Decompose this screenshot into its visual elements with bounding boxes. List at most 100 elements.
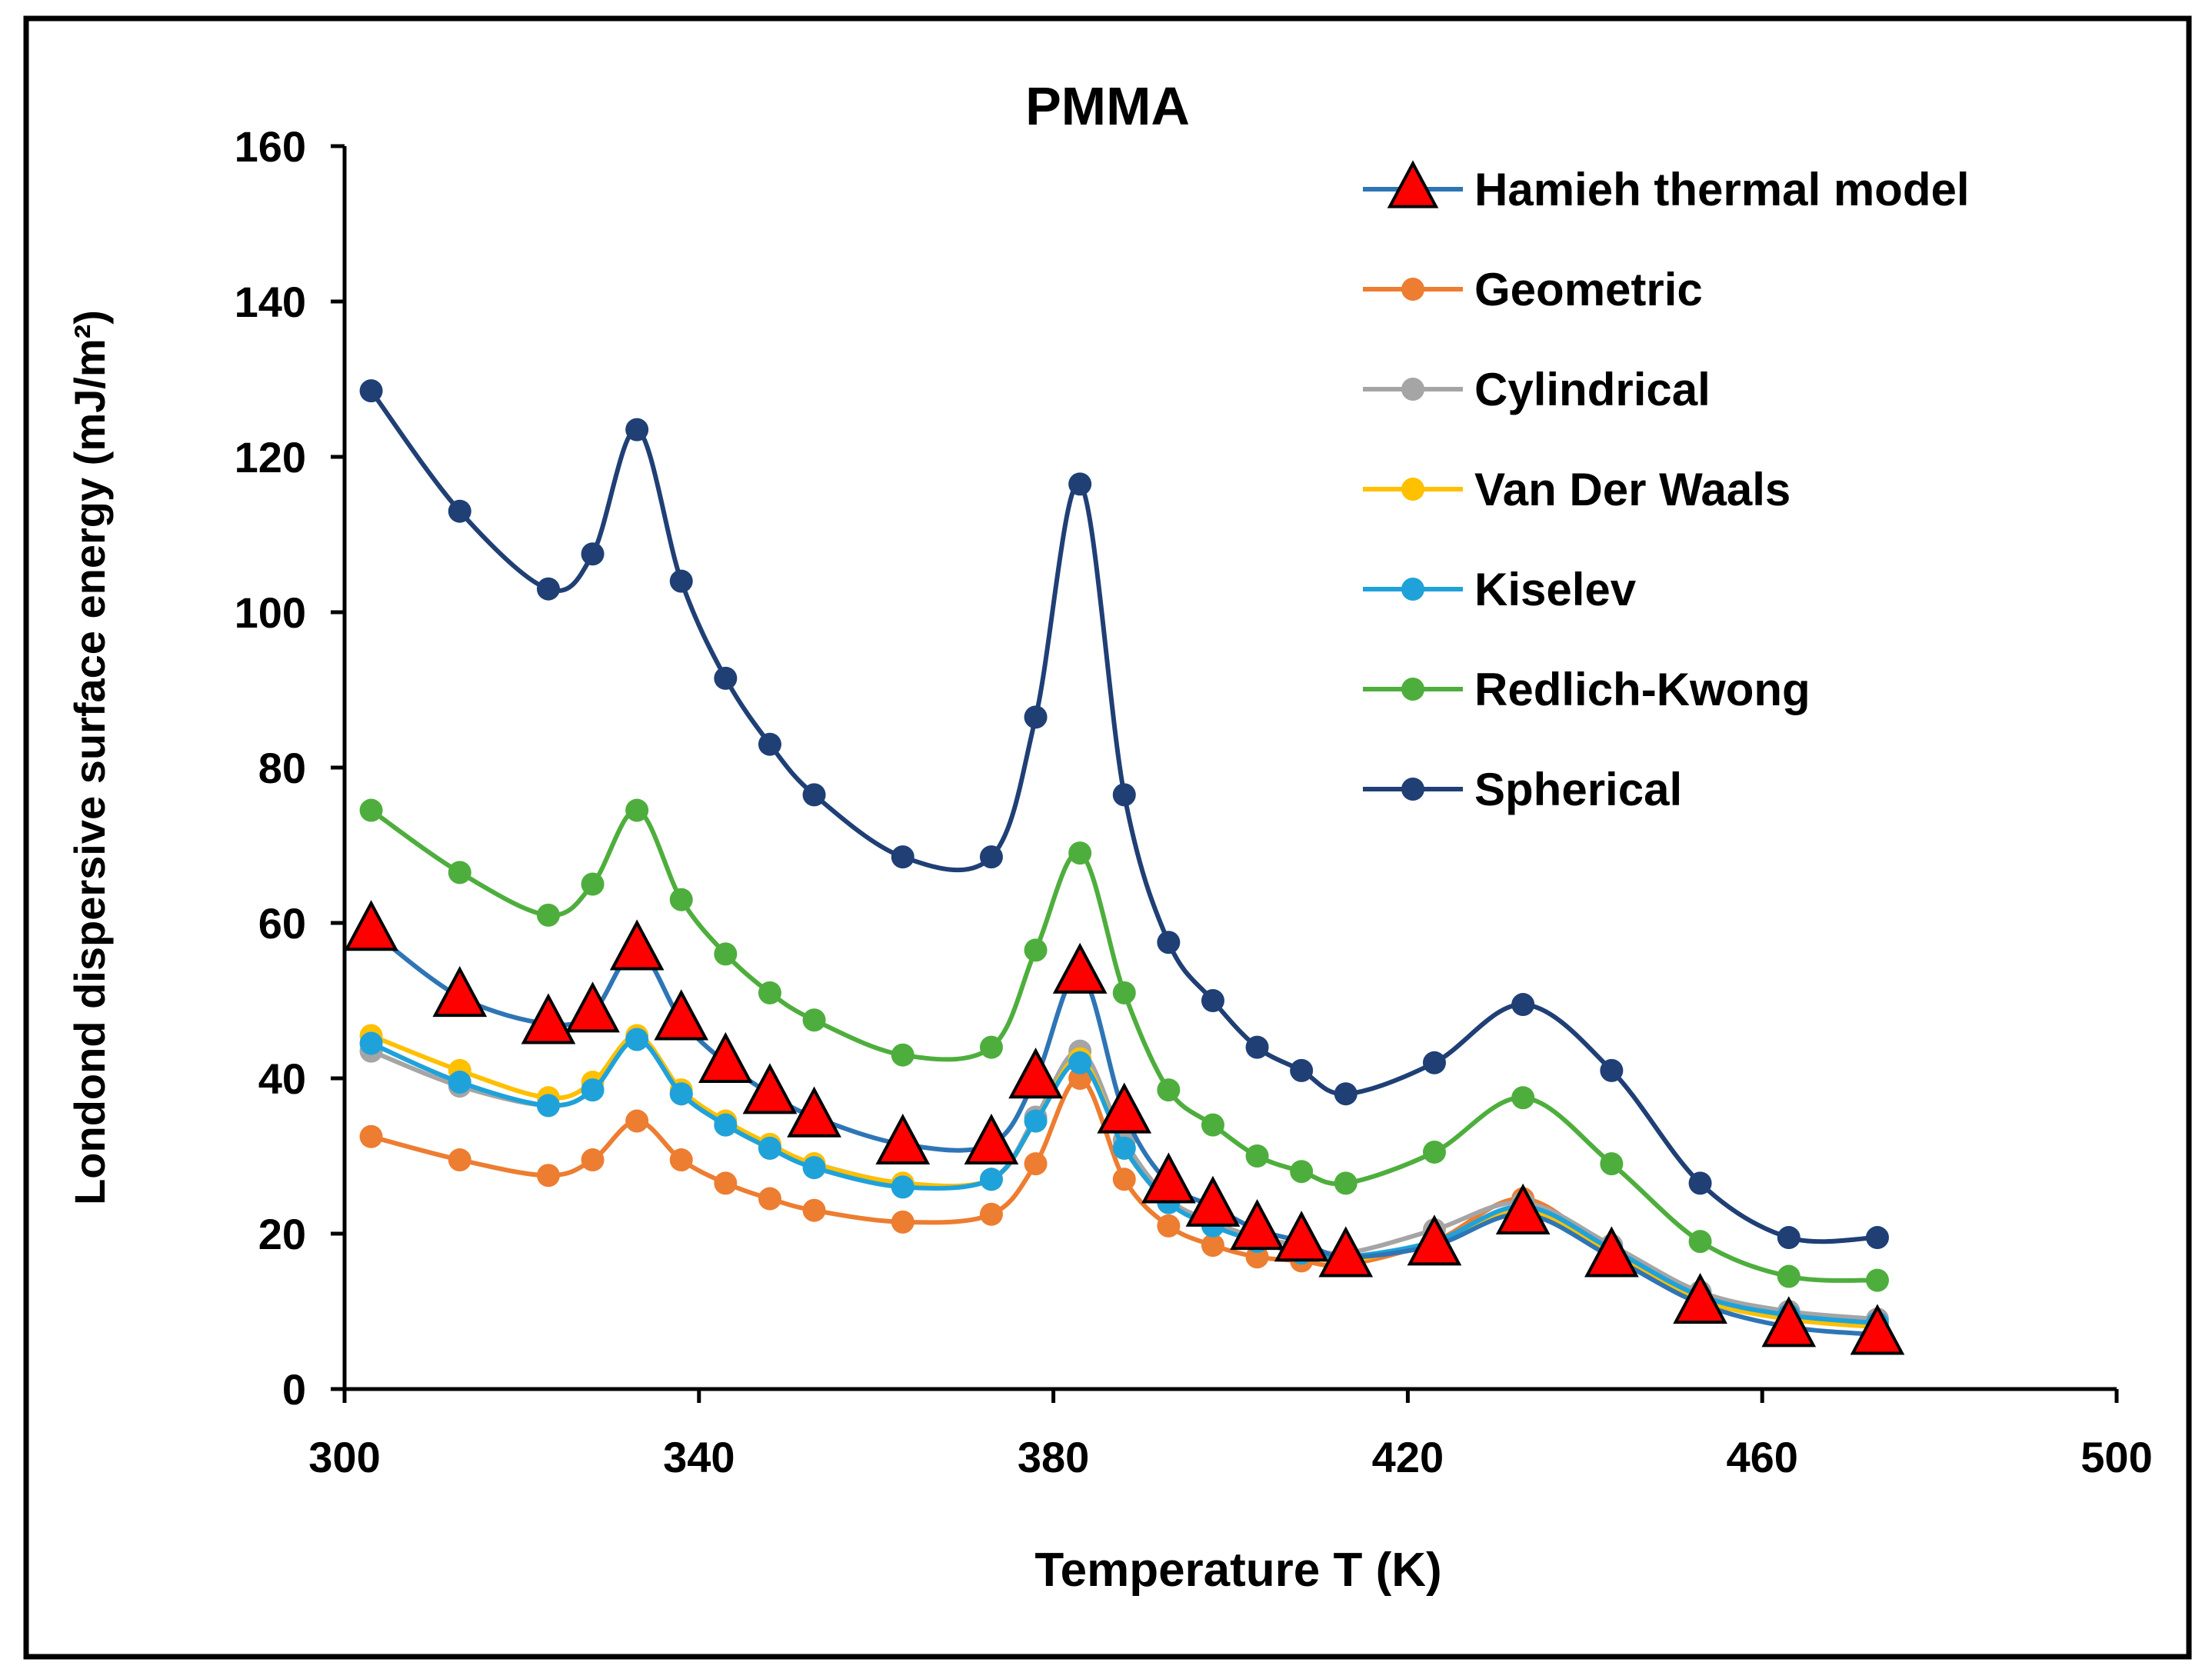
legend-item-hamieh-thermal-model: Hamieh thermal model [1363,160,1970,215]
legend-marker [1387,160,1439,208]
data-point-kiselev [625,1028,649,1051]
series-hamieh-thermal-model [344,900,1905,1355]
data-point-kiselev [536,1094,560,1118]
data-point-spherical [802,783,826,807]
data-point-redlich-kwong [979,1035,1003,1059]
data-point-redlich-kwong [891,1043,914,1067]
data-point-redlich-kwong [536,903,560,927]
legend-item-van-der-waals: Van Der Waals [1363,464,1791,515]
data-point-hamieh-thermal-model [1761,1296,1817,1348]
x-tick-label: 420 [1372,1433,1444,1481]
data-point-spherical [581,542,605,566]
data-point-kiselev [1024,1109,1048,1133]
data-point-geometric [448,1148,471,1172]
chart-border [23,15,2192,1660]
data-point-hamieh-thermal-model [1318,1226,1374,1278]
data-point-hamieh-thermal-model [1584,1226,1639,1278]
data-point-hamieh-thermal-model [1185,1175,1241,1227]
legend-label: Spherical [1474,764,1682,815]
data-point-redlich-kwong [758,981,781,1004]
data-point-kiselev [802,1156,826,1180]
data-point-hamieh-thermal-model [742,1063,798,1114]
data-point-spherical [1157,931,1181,954]
data-point-kiselev [359,1031,383,1055]
x-tick-label: 380 [1018,1433,1089,1481]
legend-marker [1401,378,1424,401]
data-point-redlich-kwong [1334,1171,1358,1195]
series-redlich-kwong [359,798,1889,1292]
data-point-redlich-kwong [1112,981,1136,1004]
legend-label: Kiselev [1474,564,1637,615]
data-point-spherical [625,418,649,441]
legend-label: Geometric [1474,264,1703,315]
data-point-geometric [625,1109,649,1133]
chart-title: PMMA [1025,76,1190,136]
data-point-hamieh-thermal-model [698,1031,753,1083]
data-point-spherical [448,499,471,523]
data-point-redlich-kwong [1865,1268,1889,1292]
legend-item-geometric: Geometric [1363,264,1703,315]
data-point-redlich-kwong [1688,1230,1712,1254]
data-point-spherical [758,732,781,756]
data-point-spherical [891,845,914,869]
data-point-kiselev [758,1136,781,1160]
x-tick-label: 340 [663,1433,735,1481]
legend-label: Cylindrical [1474,364,1711,415]
data-point-spherical [1245,1035,1269,1059]
data-point-spherical [1290,1058,1314,1082]
data-point-redlich-kwong [1422,1140,1446,1164]
legend: Hamieh thermal model Geometric Cylindrical… [1363,160,1970,815]
data-point-redlich-kwong [581,872,605,896]
legend-item-spherical: Spherical [1363,764,1682,815]
y-tick-label: 160 [235,122,306,171]
x-tick-label: 300 [308,1433,380,1481]
data-point-redlich-kwong [714,942,738,966]
legend-marker [1401,678,1424,701]
y-axis-title: Londond dispersive surface energy (mJ/m²… [65,310,114,1205]
data-point-kiselev [979,1168,1003,1191]
data-point-hamieh-thermal-model [432,965,488,1018]
data-point-spherical [1112,783,1136,807]
data-point-kiselev [891,1175,914,1199]
data-point-kiselev [448,1071,471,1094]
data-point-spherical [979,845,1003,869]
data-point-geometric [1201,1234,1224,1258]
data-point-geometric [802,1198,826,1222]
data-point-spherical [1777,1226,1801,1250]
data-point-redlich-kwong [1201,1113,1224,1137]
legend-marker [1401,478,1424,501]
y-tick-label: 120 [235,433,306,481]
data-point-redlich-kwong [1068,841,1092,865]
data-point-spherical [1422,1051,1446,1074]
data-point-redlich-kwong [1245,1144,1269,1168]
y-tick-label: 20 [258,1210,306,1258]
y-tick-label: 100 [235,588,306,637]
data-point-hamieh-thermal-model [787,1086,841,1138]
data-point-geometric [1112,1168,1136,1191]
data-point-kiselev [581,1078,605,1102]
data-point-spherical [1201,989,1224,1012]
data-point-geometric [979,1202,1003,1226]
data-point-spherical [1688,1171,1712,1195]
legend-item-redlich-kwong: Redlich-Kwong [1363,664,1811,715]
y-tick-label: 80 [258,744,306,792]
data-point-hamieh-thermal-model [1052,942,1108,994]
data-point-hamieh-thermal-model [521,993,576,1044]
data-point-spherical [1334,1082,1358,1106]
data-point-redlich-kwong [359,798,383,822]
y-tick-label: 0 [282,1365,306,1414]
data-point-hamieh-thermal-model [1407,1214,1462,1266]
data-point-spherical [359,379,383,403]
data-point-hamieh-thermal-model [1141,1152,1196,1204]
data-point-spherical [1865,1226,1889,1250]
legend-label: Van Der Waals [1474,464,1791,515]
data-point-redlich-kwong [1511,1086,1535,1110]
data-point-geometric [536,1164,560,1188]
data-point-hamieh-thermal-model [1850,1304,1905,1355]
data-point-geometric [669,1148,693,1172]
data-point-hamieh-thermal-model [875,1113,931,1165]
y-tick-label: 40 [258,1054,306,1103]
x-tick-label: 500 [2080,1433,2152,1481]
data-point-hamieh-thermal-model [1230,1198,1284,1251]
